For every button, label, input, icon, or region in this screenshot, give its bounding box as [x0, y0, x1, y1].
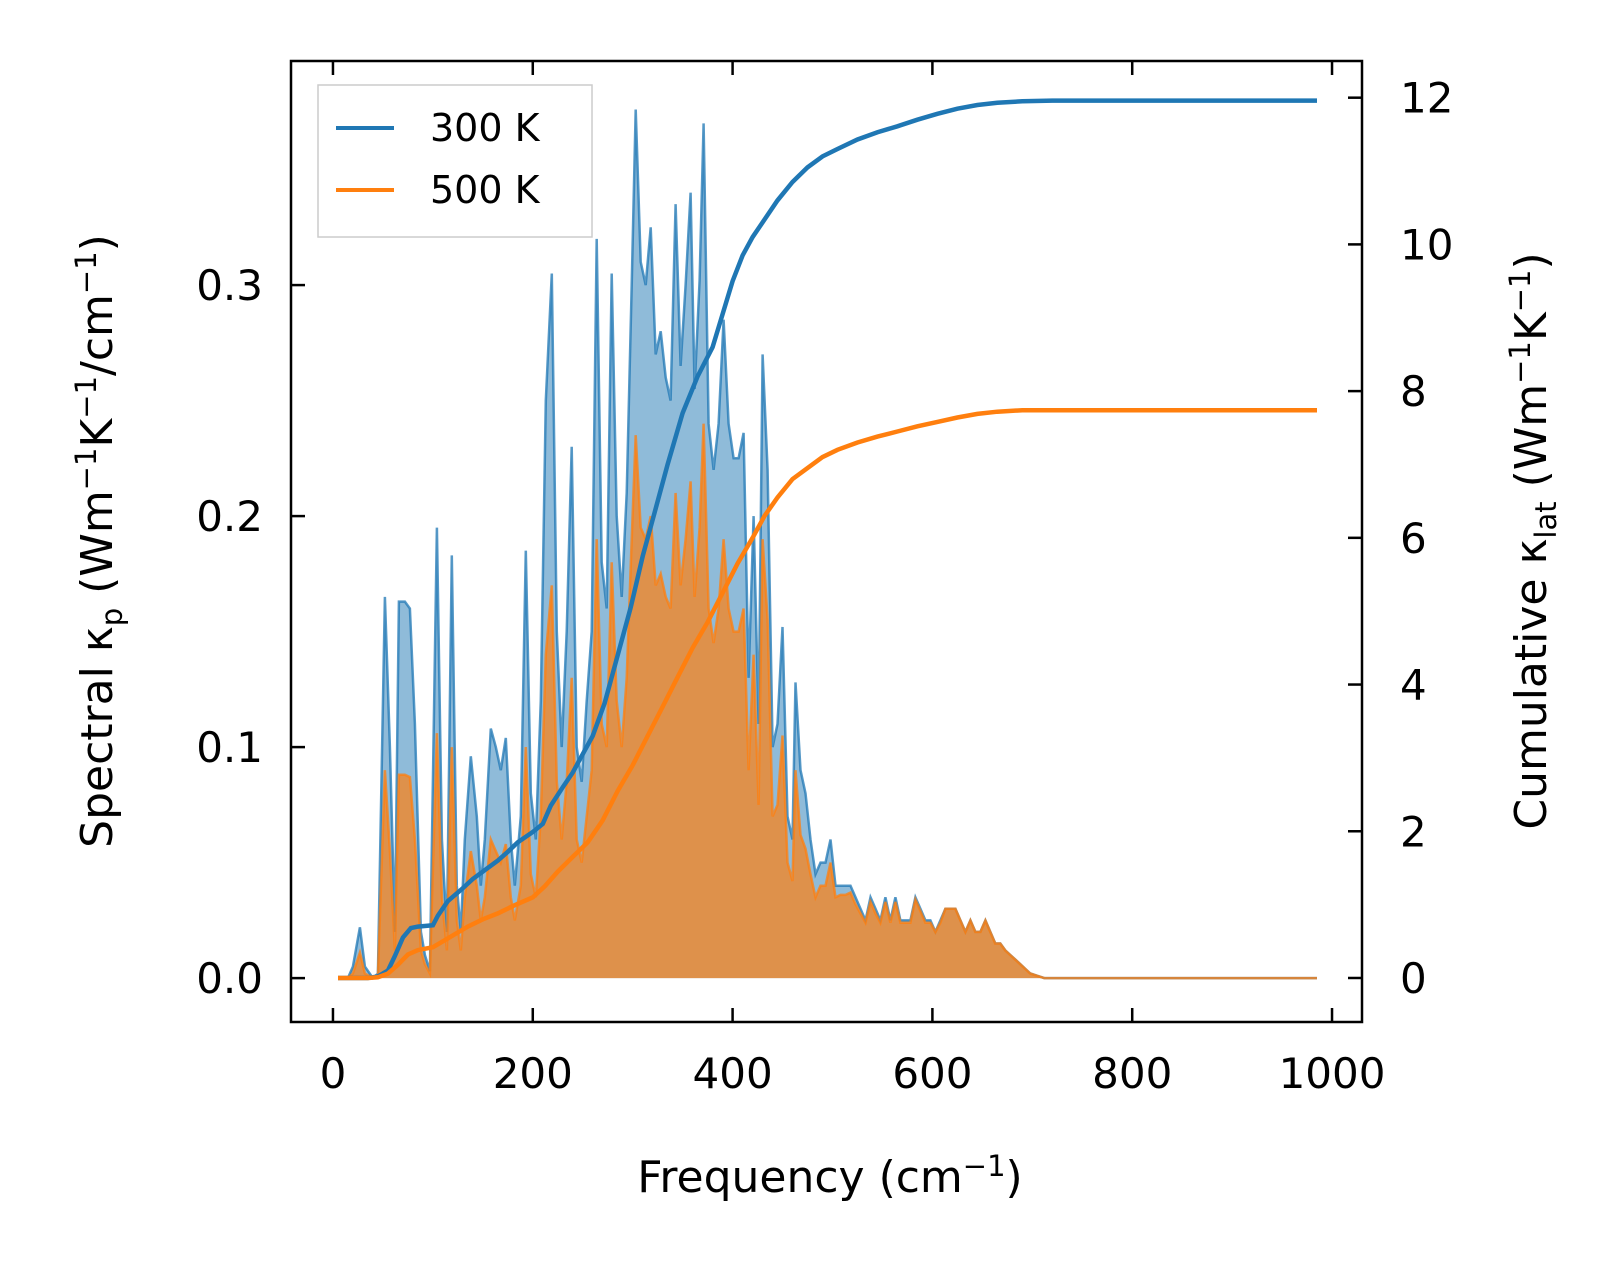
x-tick-label: 1000 — [1279, 1049, 1386, 1098]
y-left-tick-label: 0.3 — [196, 261, 263, 310]
y-right-axis-title: Cumulative κlat (Wm−1K−1) — [1503, 252, 1563, 829]
x-tick-label: 200 — [493, 1049, 573, 1098]
x-tick-label: 400 — [693, 1049, 773, 1098]
series-layer — [338, 98, 1317, 981]
y-left-tick-label: 0.0 — [196, 954, 263, 1003]
y-right-tick-label: 10 — [1400, 220, 1453, 269]
x-tick-label: 0 — [320, 1049, 347, 1098]
cumulative-line-500k — [338, 407, 1317, 981]
y-right-tick-label: 8 — [1400, 367, 1427, 416]
y-right-tick-label: 12 — [1400, 74, 1453, 123]
y-right-tick-label: 6 — [1400, 514, 1427, 563]
legend-label-500k: 500 K — [430, 168, 541, 212]
legend: 300 K 500 K — [317, 84, 593, 238]
y-left-tick-label: 0.2 — [196, 492, 263, 541]
y-right-tick-label: 0 — [1400, 954, 1427, 1003]
spectral-line-500k — [338, 423, 1317, 980]
x-tick-label: 600 — [892, 1049, 972, 1098]
y-left-axis-title: Spectral κp (Wm−1K−1/cm−1) — [69, 234, 129, 848]
y-left-tick-label: 0.1 — [196, 723, 263, 772]
x-axis-title: Frequency (cm−1) — [637, 1149, 1022, 1203]
legend-label-300k: 300 K — [430, 106, 541, 150]
cumulative-line-300k — [338, 98, 1317, 981]
y-right-tick-label: 2 — [1400, 807, 1427, 856]
x-tick-label: 800 — [1092, 1049, 1172, 1098]
y-right-tick-label: 4 — [1400, 661, 1427, 710]
legend-box — [317, 84, 593, 238]
axes-layer: 0 200 400 600 800 1000 0.0 0.1 0.2 0.3 0 2 4 6 8 10 12 — [196, 61, 1453, 1098]
plot-frame — [289, 59, 1364, 1024]
